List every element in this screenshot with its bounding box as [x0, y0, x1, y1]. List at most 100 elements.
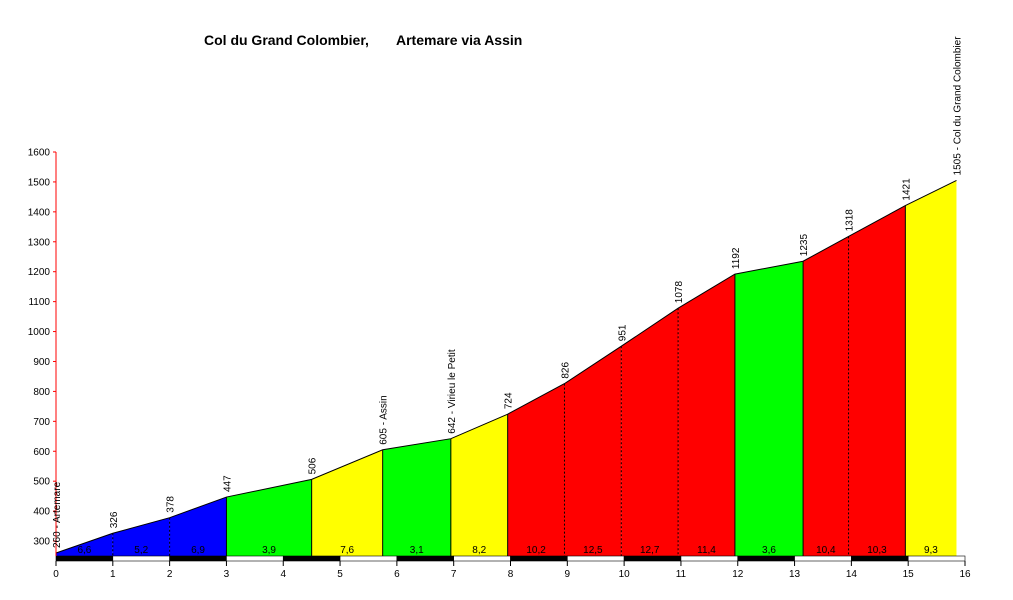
point-label: 1235	[799, 234, 810, 257]
y-tick-label: 900	[33, 357, 50, 368]
y-tick-label: 800	[33, 387, 50, 398]
y-tick-label: 300	[33, 537, 50, 548]
point-label: 326	[109, 511, 120, 528]
gradient-label: 6,9	[191, 545, 205, 556]
profile-line	[55, 179, 957, 554]
gradient-label: 10,4	[816, 545, 836, 556]
x-tick-label: 9	[565, 569, 571, 580]
y-tick-label: 1000	[28, 327, 51, 338]
point-label: 951	[617, 324, 628, 341]
point-label: 724	[504, 392, 515, 409]
gradient-label: 10,2	[526, 545, 546, 556]
segment-fill	[507, 383, 565, 556]
x-tick-label: 4	[280, 569, 286, 580]
segment-dividers	[112, 205, 906, 556]
gradient-label: 10,3	[867, 545, 887, 556]
km-block	[907, 555, 966, 562]
gradient-label: 7,6	[340, 545, 354, 556]
point-label: 1421	[901, 178, 912, 201]
point-label: 826	[560, 362, 571, 379]
gradient-labels: 6,6 5,2 6,9 3,9 7,6 3,1 8,2 10,2 12,5 12,7 11,4 3,6…	[77, 545, 938, 556]
chart-title-part-1: Col du Grand Colombier,	[204, 32, 369, 48]
gradient-label: 9,3	[924, 545, 938, 556]
km-block	[510, 555, 568, 562]
x-tick-label: 1	[110, 569, 116, 580]
point-label: 1318	[845, 209, 856, 232]
x-tick-label: 16	[959, 569, 971, 580]
segment-fill	[848, 205, 906, 556]
point-label: 1505 - Col du Grand Colombier	[952, 36, 963, 176]
y-tick-label: 400	[33, 507, 50, 518]
point-label: 642 - Virieu le Petit	[447, 349, 458, 434]
point-label: 1078	[674, 281, 685, 304]
segment-fill	[112, 517, 170, 556]
km-block	[112, 555, 170, 562]
point-label: 1192	[731, 247, 742, 269]
distance-bar	[55, 555, 966, 562]
gradient-label: 3,6	[762, 545, 776, 556]
y-tick-label: 1500	[28, 177, 51, 188]
km-block	[851, 555, 909, 562]
gradient-label: 12,5	[583, 545, 603, 556]
point-label: 506	[308, 457, 319, 474]
point-label: 260 - Artemare	[52, 481, 63, 548]
y-tick-label: 500	[33, 477, 50, 488]
gradient-segments	[55, 179, 957, 556]
km-block	[680, 555, 739, 562]
x-tick-label: 6	[394, 569, 400, 580]
gradient-label: 3,9	[262, 545, 276, 556]
gradient-label: 3,1	[410, 545, 424, 556]
point-labels: 260 - Artemare 326 378 447 506 605 - Assin 642…	[52, 36, 963, 548]
gradient-label: 8,2	[472, 545, 486, 556]
km-block	[282, 555, 341, 562]
segment-fill	[450, 414, 508, 556]
x-tick-label: 12	[732, 569, 744, 580]
y-tick-label: 1400	[28, 207, 51, 218]
x-tick-label: 14	[846, 569, 858, 580]
y-tick-label: 1100	[28, 297, 50, 308]
km-block	[55, 555, 114, 562]
gradient-label: 6,6	[77, 545, 91, 556]
km-block	[169, 555, 227, 562]
segment-fill	[56, 533, 113, 556]
km-block	[737, 555, 795, 562]
segment-fill	[905, 180, 957, 556]
segment-fill	[803, 236, 849, 556]
x-tick-label: 2	[167, 569, 173, 580]
y-tick-label: 700	[33, 417, 50, 428]
km-block	[396, 555, 454, 562]
x-tick-label: 8	[508, 569, 514, 580]
km-block	[226, 555, 284, 562]
y-tick-label: 1600	[28, 148, 51, 159]
y-tick-label: 1200	[28, 267, 51, 278]
km-block	[453, 555, 511, 562]
segment-fill	[621, 308, 679, 556]
segment-fill	[169, 497, 227, 556]
y-tick-label: 600	[33, 447, 50, 458]
km-block	[567, 555, 625, 562]
segment-fill	[564, 346, 622, 556]
gradient-label: 5,2	[134, 545, 148, 556]
segment-fill	[678, 274, 735, 556]
x-tick-label: 7	[451, 569, 457, 580]
km-block	[794, 555, 852, 562]
segment-fill	[382, 438, 451, 556]
chart-title-part-2: Artemare via Assin	[396, 32, 522, 48]
y-tick-label: 1300	[28, 237, 51, 248]
point-label: 378	[166, 496, 177, 513]
segment-fill	[311, 449, 383, 556]
km-block	[339, 555, 398, 562]
gradient-label: 12,7	[640, 545, 660, 556]
segment-fill	[734, 261, 804, 556]
x-tick-label: 15	[903, 569, 915, 580]
segment-fill	[226, 479, 312, 556]
point-label: 447	[222, 475, 233, 492]
x-tick-label: 10	[619, 569, 631, 580]
km-block	[623, 555, 682, 562]
point-label: 605 - Assin	[379, 395, 390, 444]
x-tick-label: 13	[789, 569, 801, 580]
x-tick-label: 5	[337, 569, 343, 580]
x-tick-label: 0	[53, 569, 59, 580]
x-tick-label: 3	[224, 569, 230, 580]
